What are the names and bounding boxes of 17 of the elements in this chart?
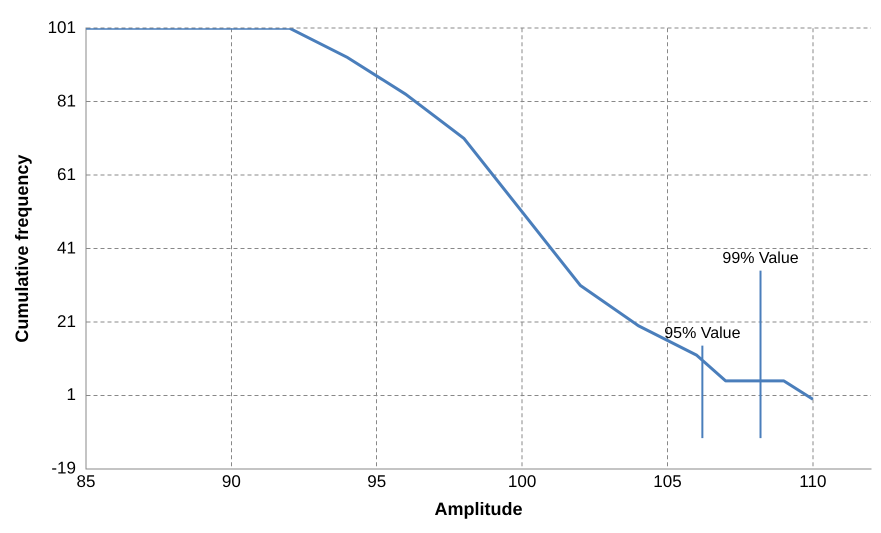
y-axis-title: Cumulative frequency <box>12 154 32 343</box>
x-tick-label: 85 <box>76 472 96 491</box>
y-tick-label: 61 <box>57 164 76 184</box>
y-tick-label: 21 <box>57 312 76 331</box>
x-axis-title: Amplitude <box>434 499 522 520</box>
x-tick-label: 105 <box>653 472 682 491</box>
x-tick-label: 100 <box>508 472 536 491</box>
y-tick-label: 1 <box>66 385 76 404</box>
y-tick-label: 81 <box>57 91 76 110</box>
ref-line-label: 99% Value <box>722 250 799 268</box>
ref-line-label: 95% Value <box>664 324 741 342</box>
x-tick-label: 90 <box>222 472 241 491</box>
y-tick-label: -19 <box>51 458 76 478</box>
x-tick-label: 110 <box>799 472 826 491</box>
y-tick-label: 101 <box>48 18 76 37</box>
x-tick-label: 95 <box>367 472 386 491</box>
y-tick-label: 41 <box>57 238 76 258</box>
